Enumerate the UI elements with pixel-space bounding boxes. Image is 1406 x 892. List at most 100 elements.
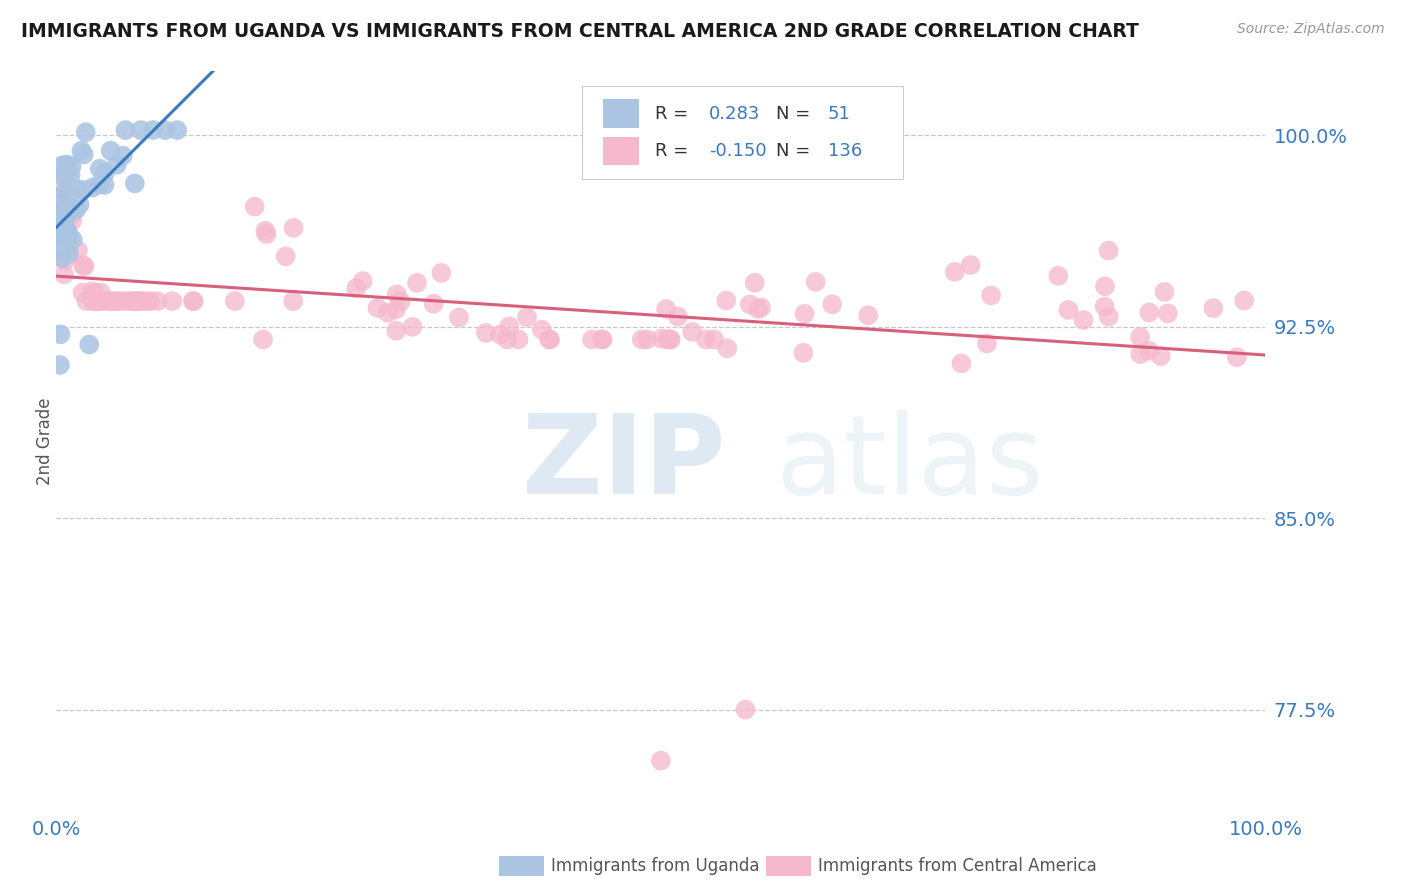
Point bbox=[162, 294, 184, 309]
Point bbox=[254, 224, 277, 238]
Point bbox=[58, 240, 80, 254]
Point bbox=[53, 167, 76, 181]
Point bbox=[69, 197, 91, 211]
Point bbox=[367, 301, 389, 315]
Point bbox=[804, 275, 827, 289]
Text: Source: ZipAtlas.com: Source: ZipAtlas.com bbox=[1237, 22, 1385, 37]
Text: ZIP: ZIP bbox=[522, 410, 725, 517]
Point bbox=[793, 307, 815, 321]
Point bbox=[591, 333, 613, 347]
Point bbox=[89, 178, 111, 192]
Text: IMMIGRANTS FROM UGANDA VS IMMIGRANTS FROM CENTRAL AMERICA 2ND GRADE CORRELATION : IMMIGRANTS FROM UGANDA VS IMMIGRANTS FRO… bbox=[21, 22, 1139, 41]
Point bbox=[58, 246, 80, 260]
Point bbox=[49, 223, 72, 237]
Point bbox=[51, 194, 73, 209]
Point bbox=[49, 229, 72, 244]
Text: N =: N = bbox=[776, 104, 815, 122]
Point bbox=[51, 235, 73, 249]
Point bbox=[114, 294, 136, 309]
Point bbox=[82, 180, 104, 194]
Text: N =: N = bbox=[776, 142, 815, 160]
Text: R =: R = bbox=[655, 142, 693, 160]
Point bbox=[72, 259, 94, 273]
Point bbox=[142, 123, 165, 137]
Point bbox=[52, 183, 75, 197]
Point bbox=[821, 297, 844, 311]
Point bbox=[530, 323, 553, 337]
Point bbox=[950, 356, 973, 370]
Point bbox=[90, 294, 112, 309]
Point bbox=[51, 252, 73, 266]
Point bbox=[695, 333, 717, 347]
Point bbox=[747, 301, 769, 316]
Point bbox=[52, 225, 75, 239]
Point bbox=[655, 301, 678, 316]
Point bbox=[224, 294, 246, 309]
Point bbox=[60, 214, 83, 228]
Point bbox=[122, 294, 145, 309]
Point bbox=[108, 294, 131, 309]
FancyBboxPatch shape bbox=[582, 87, 903, 178]
Point bbox=[51, 158, 73, 172]
Point bbox=[66, 244, 89, 258]
Point bbox=[86, 294, 108, 309]
Point bbox=[1129, 347, 1152, 361]
Point bbox=[66, 182, 89, 196]
Point bbox=[131, 294, 153, 309]
Point bbox=[94, 166, 117, 180]
Text: Immigrants from Uganda: Immigrants from Uganda bbox=[551, 857, 759, 875]
Point bbox=[406, 276, 429, 290]
Point bbox=[401, 319, 423, 334]
Point bbox=[53, 232, 76, 246]
Point bbox=[125, 294, 148, 309]
Point bbox=[385, 324, 408, 338]
Point bbox=[103, 294, 125, 309]
Point bbox=[980, 288, 1002, 302]
Point bbox=[58, 227, 80, 242]
Point bbox=[422, 297, 444, 311]
Point bbox=[58, 186, 80, 200]
Point bbox=[1098, 310, 1121, 324]
Point bbox=[252, 333, 274, 347]
Point bbox=[65, 202, 87, 217]
Point bbox=[681, 325, 703, 339]
Point bbox=[591, 333, 613, 347]
Point bbox=[77, 337, 100, 351]
Point bbox=[49, 211, 72, 226]
Point bbox=[658, 333, 681, 347]
Point bbox=[659, 333, 682, 347]
Point bbox=[1129, 330, 1152, 344]
Point bbox=[703, 333, 725, 347]
Point bbox=[385, 302, 408, 317]
Point bbox=[385, 287, 408, 301]
Point bbox=[1150, 349, 1173, 363]
Point bbox=[538, 333, 561, 347]
Point bbox=[59, 203, 82, 218]
Point bbox=[274, 249, 297, 263]
Point bbox=[943, 265, 966, 279]
Point bbox=[53, 212, 76, 227]
Point bbox=[976, 336, 998, 351]
Point bbox=[1157, 306, 1180, 320]
Point bbox=[49, 218, 72, 232]
Point bbox=[49, 206, 72, 220]
Point bbox=[73, 147, 96, 161]
Point bbox=[60, 207, 83, 221]
Point bbox=[146, 294, 169, 309]
Text: 51: 51 bbox=[828, 104, 851, 122]
Point bbox=[98, 294, 121, 309]
Point bbox=[51, 248, 73, 262]
Point bbox=[55, 158, 77, 172]
Point bbox=[73, 260, 96, 274]
Point bbox=[738, 297, 761, 311]
Point bbox=[51, 213, 73, 227]
Point bbox=[93, 178, 115, 192]
Point bbox=[49, 358, 72, 372]
Point bbox=[749, 301, 772, 315]
Point bbox=[792, 346, 814, 360]
Point bbox=[97, 294, 120, 309]
Point bbox=[49, 241, 72, 255]
Point bbox=[344, 281, 367, 295]
Point bbox=[447, 310, 470, 325]
Point bbox=[82, 294, 104, 309]
